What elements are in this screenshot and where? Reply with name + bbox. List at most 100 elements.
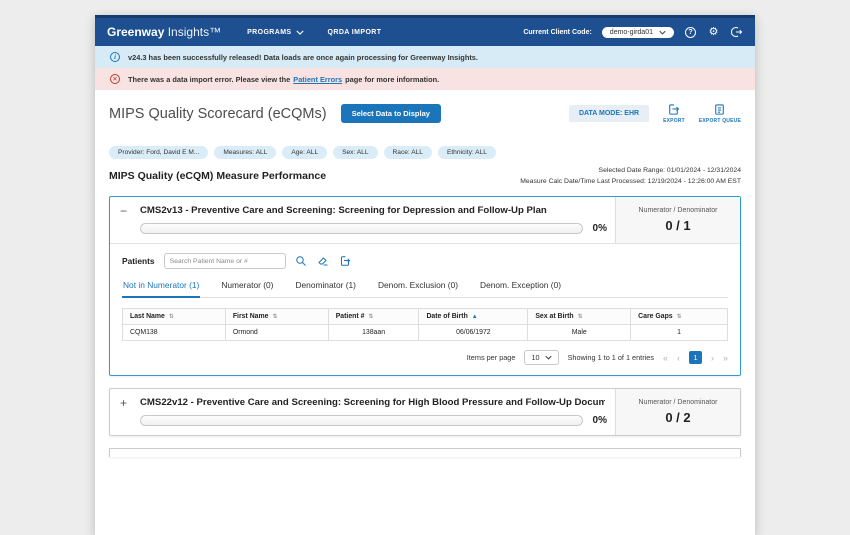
- items-per-page-label: Items per page: [466, 353, 516, 363]
- tab-not-in-numerator[interactable]: Not in Numerator (1): [122, 280, 201, 299]
- measure-header[interactable]: − CMS2v13 - Preventive Care and Screenin…: [110, 197, 615, 218]
- ratio-label: Numerator / Denominator: [638, 207, 718, 215]
- col-header-sex-at-birth[interactable]: Sex at Birth ⇅: [527, 308, 632, 326]
- data-mode-badge: DATA MODE: EHR: [568, 105, 650, 122]
- measure-progress-row: 0%: [110, 216, 615, 243]
- export-icon: [667, 103, 680, 116]
- tab-denominator[interactable]: Denominator (1): [295, 280, 356, 291]
- pagination: Items per page 10 Showing 1 to 1 of 1 en…: [122, 350, 728, 366]
- progress-bar: [140, 223, 583, 235]
- prev-page-button[interactable]: ‹: [676, 352, 680, 363]
- filter-chip-measures[interactable]: Measures: ALL: [214, 146, 277, 159]
- patient-search-input[interactable]: [163, 253, 286, 270]
- filter-chip-bar: Provider: Ford, David E M... Measures: A…: [109, 146, 741, 159]
- chevron-down-icon: [659, 30, 666, 35]
- col-header-date-of-birth[interactable]: Date of Birth ▲: [418, 308, 529, 326]
- items-per-page-select[interactable]: 10: [524, 350, 559, 366]
- filter-chip-age[interactable]: Age: ALL: [282, 146, 328, 159]
- measure-title: CMS2v13 - Preventive Care and Screening:…: [140, 205, 547, 217]
- nav-item-programs[interactable]: PROGRAMS: [247, 28, 304, 36]
- cell-date-of-birth: 06/06/1972: [418, 324, 529, 342]
- error-text-pre: There was a data import error. Please vi…: [128, 74, 291, 84]
- measure-progress-row: 0%: [110, 408, 615, 435]
- cell-last-name: CQM138: [122, 324, 226, 342]
- section-title: MIPS Quality (eCQM) Measure Performance: [109, 170, 327, 182]
- last-page-button[interactable]: »: [722, 352, 728, 363]
- export-button[interactable]: EXPORT: [663, 103, 685, 124]
- help-icon[interactable]: ?: [684, 26, 697, 39]
- tab-numerator[interactable]: Numerator (0): [221, 280, 274, 291]
- info-icon: i: [110, 52, 120, 62]
- brand-primary: Greenway: [107, 25, 165, 39]
- progress-percent: 0%: [592, 223, 607, 235]
- brand-secondary: Insights™: [167, 25, 222, 39]
- export-patients-icon[interactable]: [339, 255, 352, 268]
- nav-item-qrda-import[interactable]: QRDA IMPORT: [328, 29, 382, 36]
- page-header: MIPS Quality Scorecard (eCQMs) Select Da…: [109, 103, 741, 124]
- filter-chip-provider[interactable]: Provider: Ford, David E M...: [109, 146, 209, 159]
- page-number-button[interactable]: 1: [688, 351, 702, 365]
- next-page-button[interactable]: ›: [710, 352, 714, 363]
- filter-chip-sex[interactable]: Sex: ALL: [333, 146, 378, 159]
- cell-patient-number: 138aan: [327, 324, 420, 342]
- gear-icon[interactable]: ⚙: [708, 25, 719, 38]
- col-header-first-name[interactable]: First Name ⇅: [224, 308, 329, 326]
- chevron-down-icon: [544, 355, 552, 360]
- table-row: CQM138 Ormond 138aan 06/06/1972 Male 1: [122, 324, 728, 342]
- section-header: MIPS Quality (eCQM) Measure Performance …: [109, 166, 741, 187]
- page-title: MIPS Quality Scorecard (eCQMs): [109, 105, 327, 122]
- collapse-icon[interactable]: −: [120, 203, 128, 218]
- sort-asc-icon: ▲: [471, 314, 478, 321]
- cell-first-name: Ormond: [224, 324, 329, 342]
- col-header-last-name[interactable]: Last Name ⇅: [122, 308, 226, 326]
- nav-programs-label: PROGRAMS: [247, 28, 292, 36]
- logout-icon[interactable]: [730, 26, 743, 39]
- error-banner-text: There was a data import error. Please vi…: [128, 75, 439, 84]
- items-per-page-value: 10: [531, 353, 540, 363]
- first-page-button[interactable]: «: [662, 352, 668, 363]
- export-label: EXPORT: [663, 118, 685, 124]
- ratio-value: 0 / 1: [665, 218, 691, 234]
- progress-percent: 0%: [592, 415, 607, 427]
- brand-logo: Greenway Insights™: [107, 25, 221, 39]
- clear-filters-eraser-icon[interactable]: [317, 255, 330, 268]
- numerator-denominator-box: Numerator / Denominator 0 / 2: [615, 389, 740, 436]
- progress-bar: [140, 415, 583, 427]
- data-import-error-banner: ✕ There was a data import error. Please …: [95, 68, 755, 90]
- patient-errors-link[interactable]: Patient Errors: [293, 74, 343, 84]
- next-measure-card-partial: [109, 448, 741, 458]
- search-icon[interactable]: [295, 255, 308, 268]
- filter-chip-race[interactable]: Race: ALL: [383, 146, 432, 159]
- cell-care-gaps: 1: [630, 324, 728, 342]
- last-processed: Measure Calc Date/Time Last Processed: 1…: [520, 177, 741, 185]
- client-code-value: demo-girda01: [609, 28, 653, 36]
- select-data-button[interactable]: Select Data to Display: [340, 104, 441, 123]
- selected-date-range: Selected Date Range: 01/01/2024 - 12/31/…: [598, 167, 741, 174]
- sort-icon: ⇅: [168, 314, 174, 321]
- app-window: Greenway Insights™ PROGRAMS QRDA IMPORT …: [95, 15, 755, 535]
- sort-icon: ⇅: [577, 314, 583, 321]
- ratio-label: Numerator / Denominator: [638, 399, 718, 407]
- sort-icon: ⇅: [676, 314, 682, 321]
- cell-sex-at-birth: Male: [527, 324, 632, 342]
- tab-denom-exception[interactable]: Denom. Exception (0): [480, 280, 562, 291]
- measure-card-cms22v12: + CMS22v12 - Preventive Care and Screeni…: [109, 388, 741, 437]
- error-text-post: page for more information.: [345, 74, 440, 84]
- nav-qrda-label: QRDA IMPORT: [327, 28, 382, 36]
- error-icon: ✕: [110, 74, 120, 84]
- ratio-value: 0 / 2: [665, 410, 691, 426]
- measure-title: CMS22v12 - Preventive Care and Screening…: [140, 397, 605, 409]
- numerator-denominator-box: Numerator / Denominator 0 / 1: [615, 197, 740, 244]
- client-code-select[interactable]: demo-girda01: [601, 26, 674, 38]
- col-header-care-gaps[interactable]: Care Gaps ⇅: [630, 308, 728, 326]
- filter-chip-ethnicity[interactable]: Ethnicity: ALL: [437, 146, 496, 159]
- expand-icon[interactable]: +: [120, 395, 128, 410]
- col-header-patient-number[interactable]: Patient # ⇅: [327, 308, 420, 326]
- date-info: Selected Date Range: 01/01/2024 - 12/31/…: [520, 166, 741, 187]
- export-queue-label: EXPORT QUEUE: [698, 118, 741, 124]
- tab-denom-exclusion[interactable]: Denom. Exclusion (0): [377, 280, 459, 291]
- measure-header[interactable]: + CMS22v12 - Preventive Care and Screeni…: [110, 389, 615, 410]
- patients-label: Patients: [122, 256, 155, 267]
- export-queue-button[interactable]: EXPORT QUEUE: [699, 103, 741, 124]
- patients-panel: Patients: [110, 243, 740, 375]
